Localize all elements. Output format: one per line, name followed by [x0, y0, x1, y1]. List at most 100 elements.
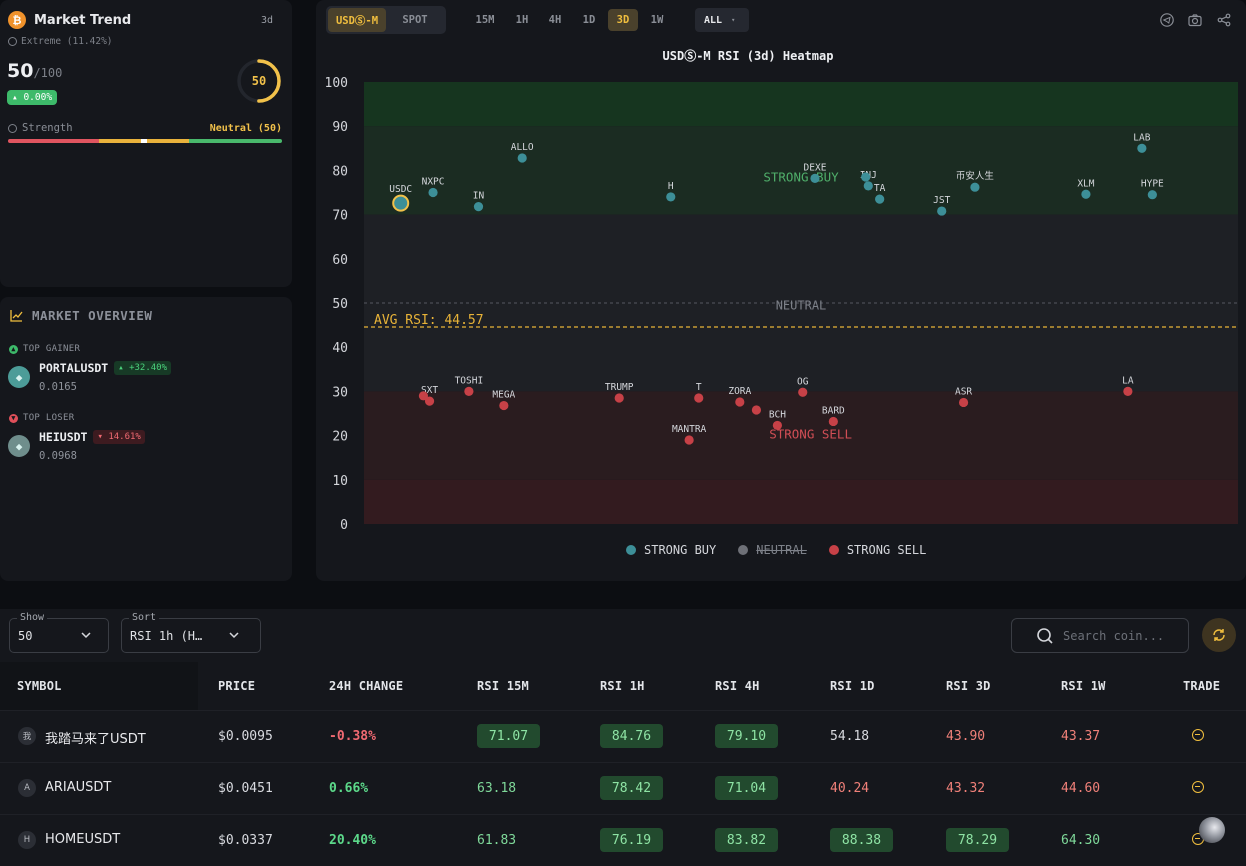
- point-label: LA: [1122, 375, 1134, 386]
- trade-icon[interactable]: [1192, 781, 1204, 793]
- point-inj: [863, 181, 873, 191]
- point-usdc: [392, 194, 410, 212]
- trend-subtitle-text: Extreme (11.42%): [21, 36, 113, 47]
- chevron-down-icon: [229, 632, 239, 639]
- market-overview-panel: [0, 297, 292, 581]
- chart-line-icon: [10, 310, 23, 322]
- y-tick-label: 60: [332, 253, 348, 268]
- table-row[interactable]: A ARIAUSDT $0.0451 0.66% 63.18 78.42 71.…: [0, 762, 1246, 814]
- col-rsi-15m[interactable]: RSI 15M: [477, 679, 529, 693]
- legend-strong-buy[interactable]: STRONG BUY: [626, 543, 716, 557]
- rsi-3d: 43.32: [946, 781, 986, 796]
- point-label: ZORA: [728, 386, 751, 397]
- point-label: OG: [797, 376, 809, 387]
- sort-select[interactable]: Sort RSI 1h (H…: [121, 612, 261, 653]
- refresh-button[interactable]: [1202, 618, 1236, 652]
- point-bch: [772, 420, 783, 431]
- timeframe-1h[interactable]: 1H: [515, 14, 529, 26]
- search-input[interactable]: Search coin...: [1011, 618, 1189, 653]
- legend-strong-sell[interactable]: STRONG SELL: [828, 543, 926, 557]
- strength-value: Neutral (50): [209, 122, 282, 134]
- tab-spot[interactable]: SPOT: [402, 14, 428, 26]
- rsi-3d: 43.90: [946, 729, 986, 744]
- point-dexe: [810, 173, 820, 183]
- col-24h-change[interactable]: 24H CHANGE: [329, 679, 404, 693]
- col-rsi-1h[interactable]: RSI 1H: [600, 679, 645, 693]
- y-tick-label: 20: [332, 430, 348, 445]
- filter-select[interactable]: ALL ▾: [695, 8, 749, 32]
- timeframe-3d[interactable]: 3D: [608, 9, 638, 31]
- arrow-down-icon: ▼: [9, 413, 18, 423]
- coin-icon: H: [18, 831, 36, 849]
- rsi-4h: 83.82: [715, 828, 778, 852]
- top-loser[interactable]: ◆ HEIUSDT ▾ 14.61% 0.0968: [8, 430, 145, 462]
- point-sxt: [424, 396, 435, 406]
- top-gainer-label-row: ▲ TOP GAINER: [9, 344, 80, 354]
- top-gainer[interactable]: ◆ PORTALUSDT ▴ +32.40% 0.0165: [8, 361, 172, 393]
- filter-value: ALL: [704, 14, 723, 26]
- search-icon: [1037, 627, 1053, 644]
- point-label: SXT: [421, 385, 438, 396]
- rsi-1d: 40.24: [830, 781, 870, 796]
- col-rsi-1w[interactable]: RSI 1W: [1061, 679, 1106, 693]
- rsi-heatmap: 0 10 20 30 40 50 60 70 80 90 100 AVG RSI: 44.57 STRO…: [325, 76, 1238, 533]
- strong-sell-label: STRONG SELL: [769, 426, 852, 441]
- point-bard: [828, 416, 838, 427]
- point-allo: [517, 153, 527, 163]
- check-circle-icon: [8, 123, 17, 133]
- col-rsi-3d[interactable]: RSI 3D: [946, 679, 991, 693]
- zone-strong-buy-top: [364, 82, 1238, 127]
- row-price: $0.0451: [218, 781, 273, 796]
- row-symbol: HOMEUSDT: [45, 832, 121, 847]
- point-label: ALLO: [511, 142, 534, 153]
- col-rsi-4h[interactable]: RSI 4H: [715, 679, 760, 693]
- row-change: 20.40%: [329, 833, 376, 848]
- col-price[interactable]: PRICE: [218, 679, 256, 693]
- y-tick-label: 10: [332, 474, 348, 489]
- point-label: TRUMP: [605, 382, 634, 393]
- loser-symbol: HEIUSDT: [39, 430, 88, 444]
- market-toggle: USDⓈ-M SPOT: [326, 6, 446, 34]
- share-icon[interactable]: [1216, 12, 1232, 28]
- row-symbol: 我踏马来了USDT: [45, 732, 146, 747]
- point-label: 币安人生: [956, 170, 995, 182]
- trade-icon[interactable]: [1192, 729, 1204, 741]
- neutral-label: NEUTRAL: [776, 299, 827, 313]
- legend-neutral[interactable]: NEUTRAL: [738, 543, 807, 557]
- timeframe-1w[interactable]: 1W: [650, 14, 664, 26]
- top-loser-label-row: ▼ TOP LOSER: [9, 413, 74, 423]
- loser-change: ▾ 14.61%: [93, 430, 145, 444]
- table-row[interactable]: H HOMEUSDT $0.0337 20.40% 61.83 76.19 83…: [0, 814, 1246, 866]
- col-symbol[interactable]: SYMBOL: [17, 679, 62, 693]
- score-value: 50: [7, 60, 34, 82]
- point-label: BCH: [769, 409, 786, 420]
- tab-usdm[interactable]: USDⓈ-M: [328, 8, 386, 32]
- row-change: 0.66%: [329, 781, 369, 796]
- timeframe-4h[interactable]: 4H: [548, 14, 562, 26]
- info-icon: [8, 37, 17, 46]
- assistant-orb[interactable]: [1199, 817, 1225, 843]
- point-label: IN: [473, 191, 485, 202]
- rsi-15m: 63.18: [477, 781, 517, 796]
- camera-icon[interactable]: [1187, 12, 1203, 28]
- timeframe-15m[interactable]: 15M: [475, 14, 495, 26]
- point-label: H: [668, 181, 674, 192]
- point-og: [798, 387, 808, 397]
- col-trade: TRADE: [1183, 679, 1221, 693]
- bitcoin-icon: ₿: [8, 11, 26, 29]
- table-row[interactable]: 我 我踏马来了USDT $0.0095 -0.38% 71.07 84.76 7…: [0, 710, 1246, 762]
- point-ta: [875, 194, 885, 204]
- coin-icon: 我: [18, 727, 36, 745]
- portal-coin-icon: ◆: [8, 366, 30, 388]
- telegram-icon[interactable]: [1159, 12, 1175, 28]
- y-tick-label: 90: [332, 120, 348, 135]
- trend-change: 0.00%: [23, 92, 53, 103]
- timeframe-1d[interactable]: 1D: [582, 14, 596, 26]
- point-nxpc: [428, 187, 438, 198]
- market-trend-header: ₿ Market Trend: [8, 11, 131, 29]
- point-label: TOSHI: [455, 375, 484, 386]
- col-rsi-1d[interactable]: RSI 1D: [830, 679, 875, 693]
- y-tick-label: 100: [325, 76, 348, 91]
- point-label: TA: [874, 183, 886, 194]
- show-select[interactable]: Show 50: [9, 612, 109, 653]
